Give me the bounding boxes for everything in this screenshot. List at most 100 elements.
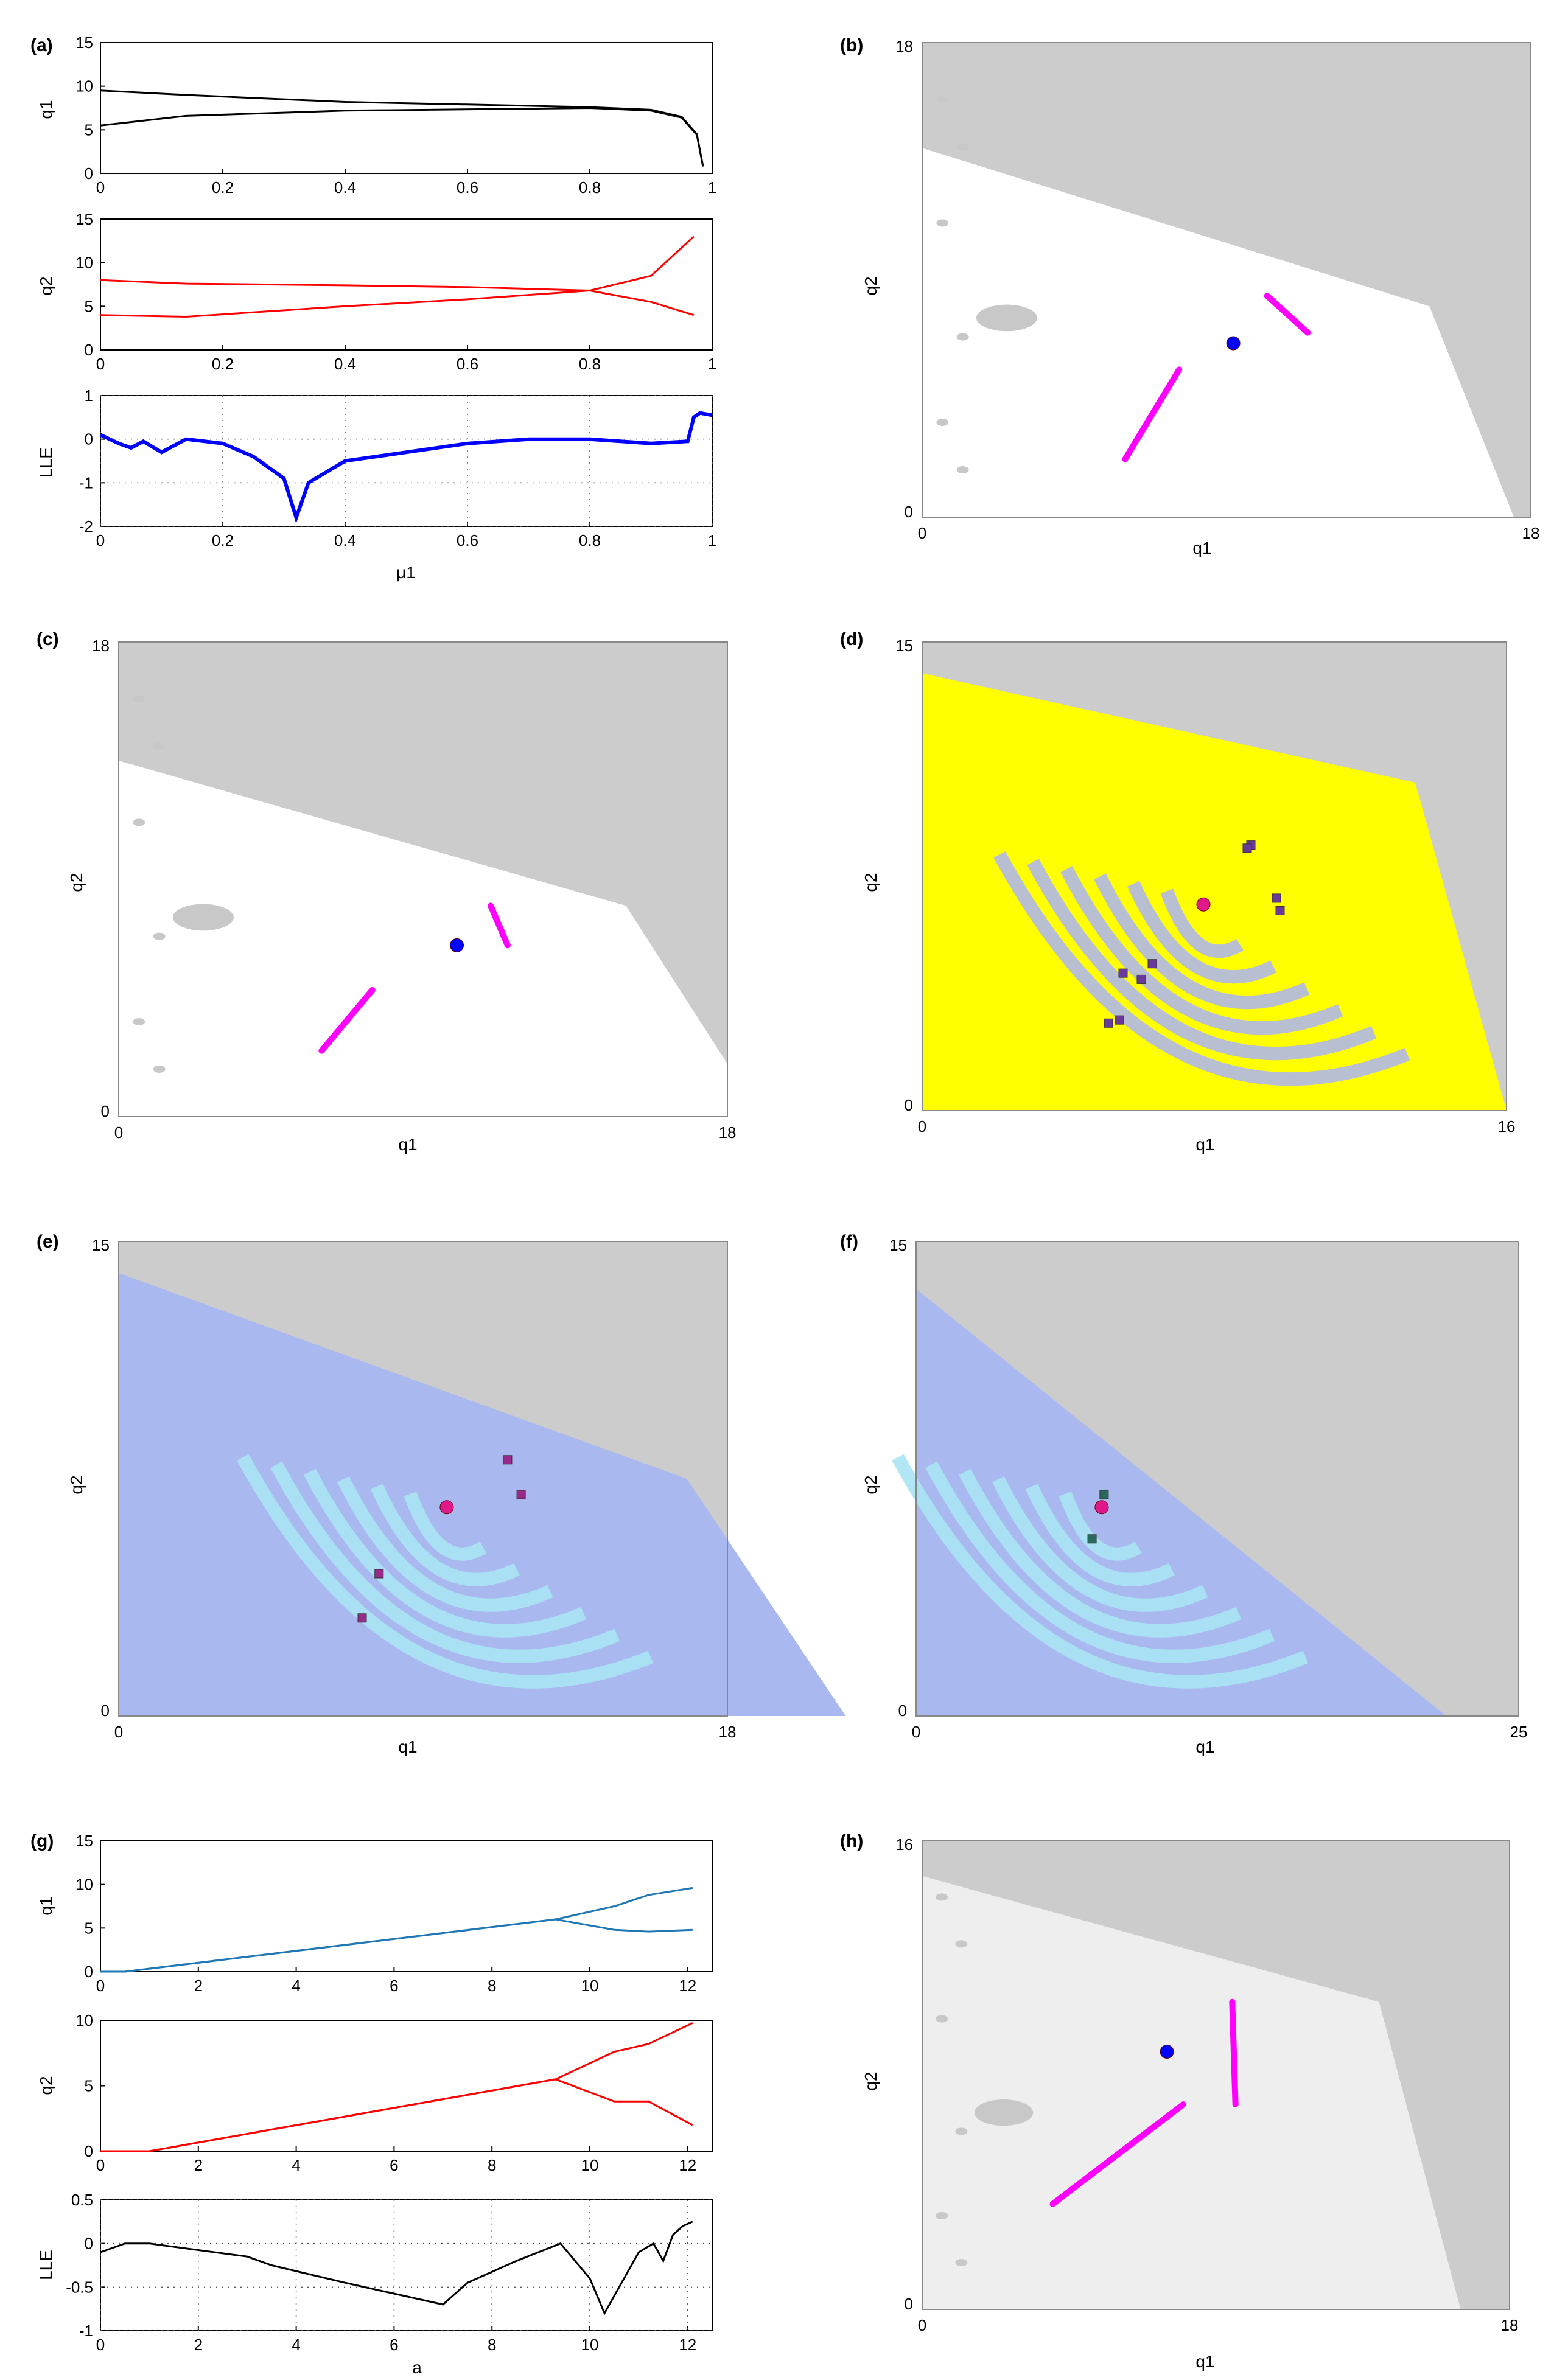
x-tick-label: 18 [719, 1123, 737, 1142]
basin-band [925, 1461, 1275, 1663]
orbit-point [503, 1455, 513, 1465]
y-tick-label: 5 [85, 1919, 93, 1937]
y-tick-label: 5 [85, 2077, 93, 2095]
panel-label-h: (h) [840, 1831, 863, 1851]
x-tick-label: 0.8 [579, 178, 601, 197]
y-tick-label: 0 [85, 2142, 93, 2160]
basin-island [955, 2127, 968, 2135]
panel-b-ylabel: q2 [861, 276, 880, 295]
panel-a-sub3-axes [100, 395, 713, 527]
y-tick-label: 0 [85, 430, 93, 448]
panel-g-q1-plot: 0 2 4 6 8 10 12 0 5 10 15 [75, 1832, 696, 1995]
panel-e-ylabel: q2 [67, 1475, 86, 1494]
y-tick-label: -0.5 [66, 2278, 93, 2296]
x-tick-label: 0 [96, 531, 105, 550]
fixed-point [450, 938, 464, 952]
panel-label-a: (a) [30, 35, 53, 55]
panel-c-xlabel: q1 [398, 1135, 417, 1154]
x-tick-label: 16 [1498, 1117, 1516, 1136]
y-tick-label: -1 [79, 473, 93, 492]
panel-f-basin-plot: 0 25 0 15 [889, 1236, 1527, 1741]
basin-island [133, 818, 145, 826]
y-tick-label: 15 [75, 1832, 93, 1850]
y-tick-label: 0 [85, 1963, 93, 1981]
panel-g-sub3-axes [100, 2199, 713, 2331]
panel-d-ylabel: q2 [861, 873, 880, 892]
x-tick-label: 18 [1501, 2316, 1519, 2334]
x-tick-label: 8 [488, 1977, 496, 1995]
y-tick-label: 15 [889, 1236, 907, 1254]
basin-island [955, 1940, 968, 1948]
basin-band [892, 1454, 1309, 1689]
x-tick-label: 4 [292, 2156, 300, 2174]
panel-g-sub2-axes [100, 2020, 713, 2152]
y-tick-label: 1 [85, 386, 93, 405]
basin-island [936, 2015, 948, 2023]
orbit-point [1118, 968, 1128, 978]
y-tick-label: 18 [92, 637, 110, 655]
panel-g-lle-plot: 0 2 4 6 8 10 12 -1 -0.5 0 0.5 [66, 2191, 712, 2354]
basin-band [1060, 866, 1343, 1035]
basin-band [404, 1492, 487, 1561]
attractor-segment [1049, 2101, 1186, 2207]
basin-island [936, 419, 949, 426]
orbit-point [1275, 906, 1285, 915]
fixed-point [439, 1500, 454, 1515]
basin-island [974, 2099, 1034, 2126]
attractor-segment [488, 902, 511, 949]
basin-axes [922, 641, 1507, 1111]
orbit-point [1099, 1490, 1109, 1499]
bifurcation-branch-0 [100, 2022, 693, 2152]
bifurcation-branch-0 [100, 1886, 693, 1973]
panel-label-e: (e) [37, 1232, 59, 1252]
x-tick-label: 0.4 [334, 531, 356, 550]
basin-island [936, 219, 949, 227]
panel-a-ylabel-lle: LLE [37, 447, 55, 478]
panel-a-ylabel-q2: q2 [37, 276, 55, 295]
panel-label-b: (b) [840, 35, 863, 55]
x-tick-label: 10 [581, 2156, 599, 2174]
x-tick-label: 0 [96, 2156, 105, 2174]
attractor-segment [318, 987, 376, 1054]
y-tick-label: 0 [905, 2295, 913, 2313]
bifurcation-branch-1 [100, 1918, 693, 1973]
bifurcation-branch-0 [100, 236, 695, 292]
x-tick-label: 0.2 [212, 355, 234, 373]
y-tick-label: 0 [905, 1096, 913, 1114]
x-tick-label: 0 [114, 1723, 123, 1741]
bifurcation-branch-1 [100, 106, 704, 167]
x-tick-label: 12 [679, 2156, 696, 2174]
x-tick-label: 10 [581, 2336, 599, 2354]
basin-band [304, 1468, 587, 1638]
y-tick-label: 0 [101, 1102, 110, 1120]
basin-island [153, 742, 166, 750]
attractor-segment [1122, 366, 1183, 462]
basin-island [133, 695, 145, 703]
x-tick-label: 6 [390, 2156, 398, 2174]
x-tick-label: 6 [390, 1977, 398, 1995]
basin-island [956, 333, 969, 341]
basin-island [133, 1018, 145, 1025]
x-tick-label: 1 [708, 531, 716, 550]
panel-label-g: (g) [30, 1831, 54, 1851]
basin-band [1094, 873, 1310, 1010]
basin-axes [118, 641, 728, 1117]
bifurcation-branch-0 [100, 89, 704, 167]
basin-band [959, 1468, 1242, 1638]
panel-e-xlabel: q1 [398, 1737, 417, 1756]
x-tick-label: 1 [708, 178, 716, 197]
y-tick-label: 10 [75, 77, 93, 96]
basin-axes [118, 1241, 728, 1717]
basin-region [922, 148, 1514, 518]
x-tick-label: 0.8 [579, 355, 601, 373]
x-tick-label: 1 [708, 355, 716, 373]
basin-island [936, 2212, 948, 2219]
basin-island [936, 1893, 948, 1901]
basin-axes [922, 42, 1531, 518]
basin-island [172, 904, 234, 931]
x-tick-label: 0.2 [212, 531, 234, 550]
x-tick-label: 2 [194, 2336, 203, 2354]
basin-island [956, 466, 969, 473]
orbit-point [1147, 959, 1157, 969]
